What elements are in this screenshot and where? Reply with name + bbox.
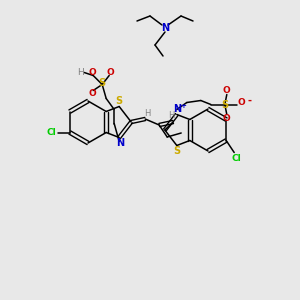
Text: O: O [223,86,231,95]
Text: O: O [88,89,96,98]
Text: H: H [144,109,150,118]
Text: H: H [77,68,84,77]
Text: N: N [116,137,124,148]
Text: O: O [106,68,114,77]
Text: O: O [223,114,231,123]
Text: S: S [173,146,180,155]
Text: Cl: Cl [231,154,241,163]
Text: N: N [161,23,169,33]
Text: O: O [238,98,246,107]
Text: S: S [116,97,123,106]
Text: +: + [180,103,186,109]
Text: Cl: Cl [47,128,57,137]
Text: N: N [173,103,181,113]
Text: H: H [168,112,174,121]
Text: S: S [99,77,106,88]
Text: O: O [88,68,96,77]
Text: -: - [248,95,252,106]
Text: S: S [221,100,228,110]
